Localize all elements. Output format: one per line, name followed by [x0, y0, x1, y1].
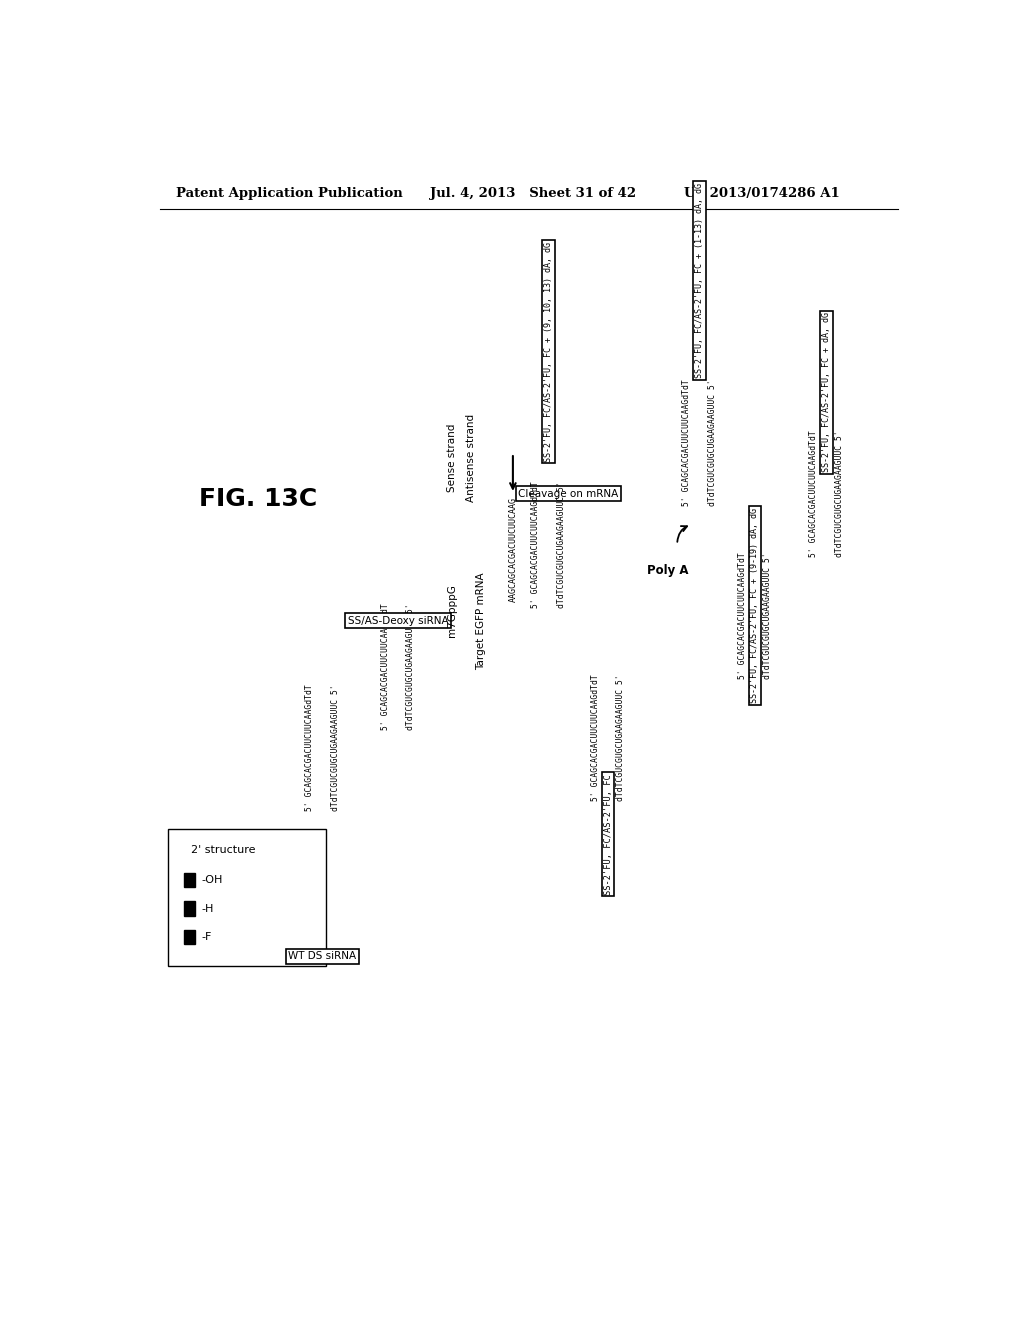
Text: SS/AS-Deoxy siRNA: SS/AS-Deoxy siRNA — [347, 616, 449, 626]
Text: SS-2'FU, FC/AS-2'FU, FC + (9, 10, 13) dA, dG: SS-2'FU, FC/AS-2'FU, FC + (9, 10, 13) dA… — [544, 242, 553, 462]
Text: 5' GCAGCACGACUUCUUCAAGdTdT: 5' GCAGCACGACUUCUUCAAGdTdT — [682, 380, 691, 507]
Text: 5' GCAGCACGACUUCUUCAAGdTdT: 5' GCAGCACGACUUCUUCAAGdTdT — [809, 430, 818, 557]
Text: Sense strand: Sense strand — [446, 424, 457, 492]
Text: FIG. 13C: FIG. 13C — [200, 487, 317, 511]
Text: WT DS siRNA: WT DS siRNA — [289, 952, 356, 961]
Text: SS-2'FU, FC/AS-2'FU, FC + dA, dG: SS-2'FU, FC/AS-2'FU, FC + dA, dG — [822, 312, 830, 473]
Text: Antisense strand: Antisense strand — [466, 414, 476, 503]
Text: dTdTCGUCGUGCUGAAGAAGUUC 5': dTdTCGUCGUGCUGAAGAAGUUC 5' — [331, 685, 340, 812]
Text: Patent Application Publication: Patent Application Publication — [176, 187, 402, 201]
Text: dTdTCGUCGUGCUGAAGAAGUUC 5': dTdTCGUCGUGCUGAAGAAGUUC 5' — [708, 380, 717, 507]
Text: dTdTCGUCGUGCUGAAGAAGUUC 5': dTdTCGUCGUGCUGAAGAAGUUC 5' — [763, 552, 772, 680]
Text: 5' GCAGCACGACUUCUUCAAGdTdT: 5' GCAGCACGACUUCUUCAAGdTdT — [531, 482, 541, 609]
Text: 5' GCAGCACGACUUCUUCAAGdTdT: 5' GCAGCACGACUUCUUCAAGdTdT — [591, 675, 600, 801]
Text: Poly A: Poly A — [647, 564, 688, 577]
Text: 5' GCAGCACGACUUCUUCAAGdTdT: 5' GCAGCACGACUUCUUCAAGdTdT — [305, 685, 314, 812]
Text: AAGCAGCACGACUUCUUCAAG: AAGCAGCACGACUUCUUCAAG — [508, 498, 517, 602]
Text: US 2013/0174286 A1: US 2013/0174286 A1 — [684, 187, 840, 201]
Text: Jul. 4, 2013   Sheet 31 of 42: Jul. 4, 2013 Sheet 31 of 42 — [430, 187, 636, 201]
Text: Target EGFP mRNA: Target EGFP mRNA — [476, 572, 486, 669]
Text: dTdTCGUCGUGCUGAAGAAGUUC 5': dTdTCGUCGUGCUGAAGAAGUUC 5' — [835, 430, 844, 557]
Text: dTdTCGUCGUGCUGAAGAAGUUC 5': dTdTCGUCGUGCUGAAGAAGUUC 5' — [616, 675, 626, 801]
Text: Cleavage on mRNA: Cleavage on mRNA — [518, 488, 618, 499]
Bar — [183, 929, 195, 944]
Text: -OH: -OH — [201, 875, 222, 884]
Text: dTdTCGUCGUGCUGAAGAAGUUC 5': dTdTCGUCGUGCUGAAGAAGUUC 5' — [407, 603, 415, 730]
Bar — [183, 873, 195, 887]
Text: m7GpppG: m7GpppG — [446, 585, 457, 638]
Text: SS-2'FU, FC/AS-2'FU, FC + (1-13) dA, dG: SS-2'FU, FC/AS-2'FU, FC + (1-13) dA, dG — [695, 183, 703, 378]
Text: -F: -F — [201, 932, 211, 942]
Text: SS-2'FU, FC/AS-2'FU, FC: SS-2'FU, FC/AS-2'FU, FC — [603, 774, 612, 895]
Text: dTdTCGUCGUGCUGAAGAAGUUC 5': dTdTCGUCGUGCUGAAGAAGUUC 5' — [557, 482, 566, 609]
Text: -H: -H — [201, 903, 213, 913]
Text: 5' GCAGCACGACUUCUUCAAGdTdT: 5' GCAGCACGACUUCUUCAAGdTdT — [381, 603, 389, 730]
Text: SS-2'FU, FC/AS-2'FU, FC + (9-19) dA, dG: SS-2'FU, FC/AS-2'FU, FC + (9-19) dA, dG — [751, 508, 760, 704]
FancyBboxPatch shape — [168, 829, 327, 966]
Bar — [183, 902, 195, 916]
Text: 2' structure: 2' structure — [191, 845, 256, 854]
Text: 5' GCAGCACGACUUCUUCAAGdTdT: 5' GCAGCACGACUUCUUCAAGdTdT — [737, 552, 746, 680]
